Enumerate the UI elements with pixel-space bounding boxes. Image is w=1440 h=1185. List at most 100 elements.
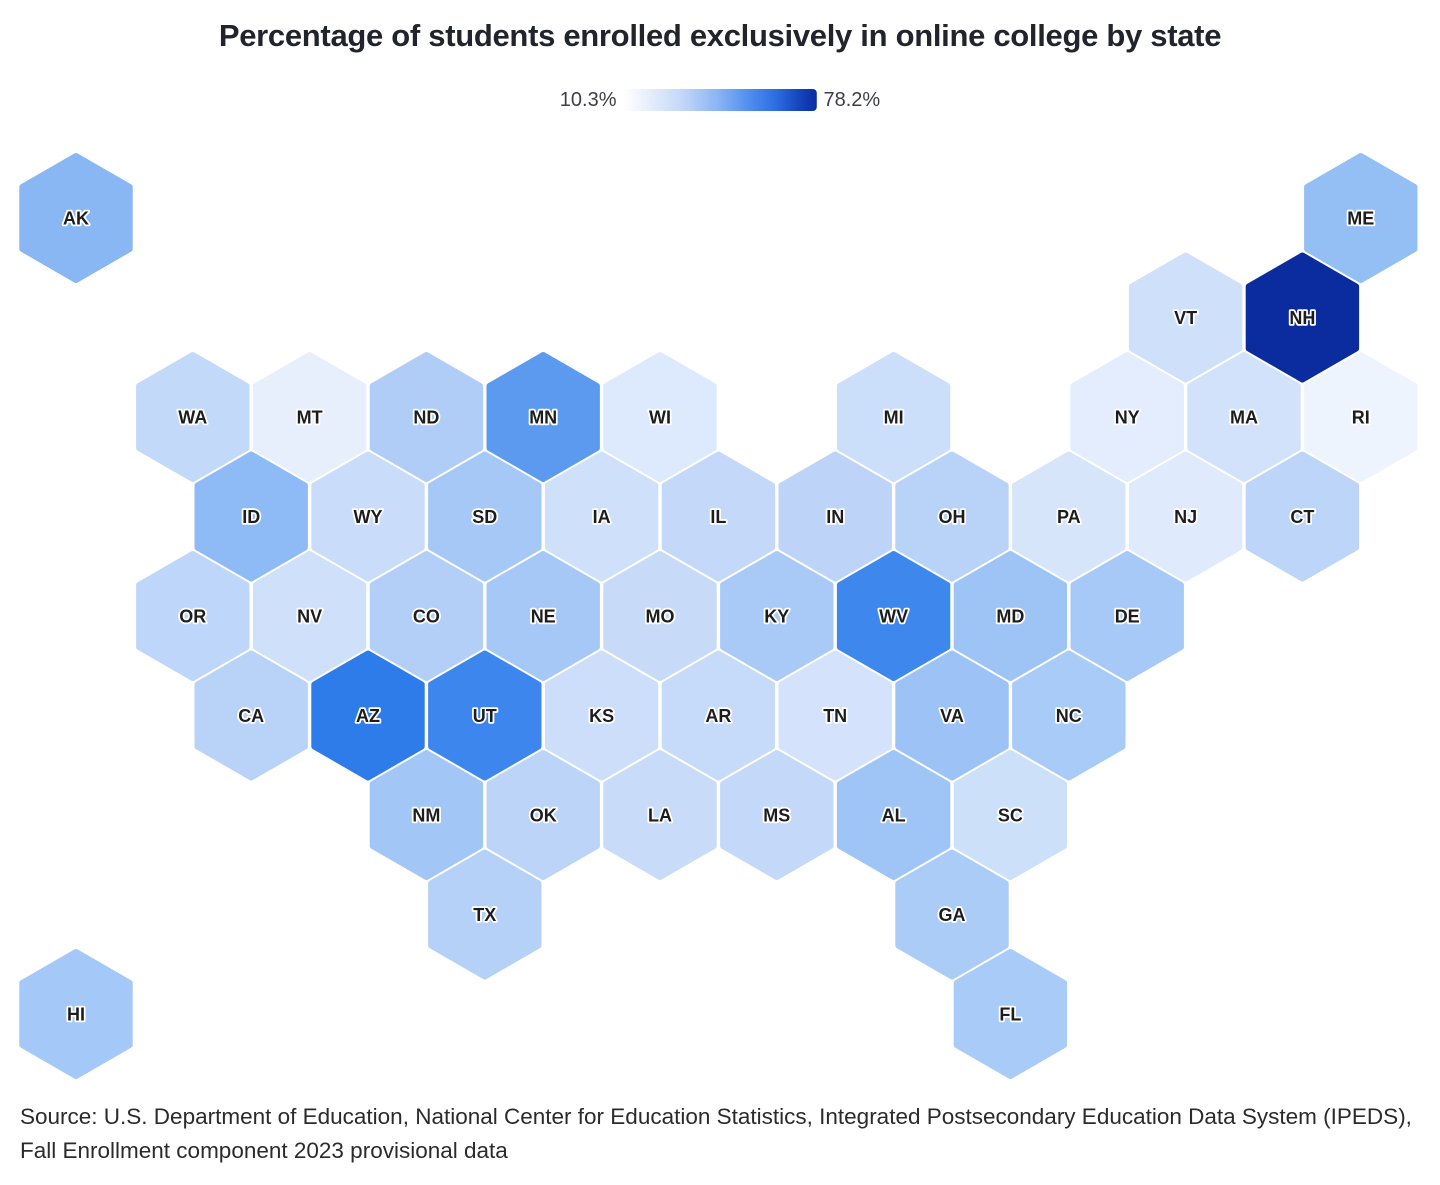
- hex-label-ND: ND: [413, 408, 439, 428]
- hex-WV: [836, 551, 951, 681]
- hex-ID: [194, 451, 308, 582]
- hex-label-AK: AK: [63, 209, 89, 229]
- hex-MA: [1187, 352, 1301, 482]
- hex-label-WA: WA: [178, 408, 207, 428]
- hex-OR: [136, 551, 250, 681]
- legend-min-label: 10.3%: [559, 89, 617, 111]
- hex-label-CO: CO: [413, 607, 440, 627]
- hex-label-FL: FL: [999, 1005, 1021, 1025]
- hex-CO: [369, 551, 484, 681]
- hex-label-SD: SD: [472, 507, 497, 527]
- hex-label-MO: MO: [646, 607, 675, 627]
- hex-label-GA: GA: [939, 905, 966, 925]
- hex-KY: [720, 551, 834, 681]
- hex-label-KY: KY: [764, 607, 789, 627]
- hex-label-OK: OK: [530, 806, 557, 826]
- hex-label-CT: CT: [1290, 507, 1314, 527]
- hex-WA: [136, 352, 250, 482]
- hex-NC: [1012, 650, 1126, 781]
- hex-label-ID: ID: [242, 507, 260, 527]
- hex-label-NY: NY: [1115, 408, 1140, 428]
- hex-label-NH: NH: [1289, 308, 1315, 328]
- hex-label-MA: MA: [1230, 408, 1258, 428]
- hex-label-MI: MI: [884, 408, 904, 428]
- hex-LA: [603, 750, 717, 880]
- hex-label-CA: CA: [238, 706, 264, 726]
- hex-AZ: [311, 650, 425, 781]
- hex-RI: [1304, 352, 1418, 482]
- hex-SD: [428, 451, 542, 582]
- hex-NY: [1070, 352, 1184, 482]
- hex-IA: [544, 451, 659, 582]
- hex-label-NM: NM: [412, 806, 440, 826]
- hex-PA: [1012, 451, 1126, 582]
- hex-VT: [1128, 252, 1243, 383]
- hex-MI: [836, 352, 951, 482]
- hex-label-MD: MD: [996, 607, 1024, 627]
- hex-label-LA: LA: [648, 806, 672, 826]
- hex-MD: [953, 551, 1068, 681]
- hex-UT: [428, 650, 542, 781]
- hex-MO: [603, 551, 717, 681]
- hex-label-TX: TX: [473, 905, 496, 925]
- hex-label-NV: NV: [297, 607, 322, 627]
- hex-MN: [486, 352, 600, 482]
- hex-MS: [720, 750, 834, 880]
- hex-FL: [953, 949, 1068, 1079]
- hex-label-SC: SC: [998, 806, 1023, 826]
- hex-HI: [19, 949, 133, 1079]
- hex-tile-map: AK ME VT NH WA MT ND MN WI MI NY MA RI ID WY SD IA IL IN OH…: [19, 153, 1418, 1079]
- hex-label-PA: PA: [1057, 507, 1081, 527]
- source-attribution: Source: U.S. Department of Education, Na…: [20, 1104, 1412, 1163]
- hex-OK: [486, 750, 600, 880]
- hex-AR: [661, 650, 776, 781]
- hex-label-MT: MT: [297, 408, 323, 428]
- hex-label-KS: KS: [589, 706, 614, 726]
- hex-label-WV: WV: [879, 607, 908, 627]
- hex-label-OH: OH: [939, 507, 966, 527]
- hex-ME: [1304, 153, 1418, 283]
- hex-label-DE: DE: [1115, 607, 1140, 627]
- hex-label-UT: UT: [473, 706, 497, 726]
- hex-TX: [428, 849, 542, 980]
- hex-label-AZ: AZ: [356, 706, 380, 726]
- hex-NM: [369, 750, 484, 880]
- hex-label-AR: AR: [705, 706, 731, 726]
- hex-NJ: [1128, 451, 1243, 582]
- hex-GA: [895, 849, 1009, 980]
- hex-ND: [369, 352, 484, 482]
- hex-label-VA: VA: [940, 706, 964, 726]
- hex-label-AL: AL: [882, 806, 906, 826]
- hex-IN: [778, 451, 892, 582]
- hex-WY: [311, 451, 425, 582]
- hex-IL: [661, 451, 776, 582]
- page-title: Percentage of students enrolled exclusiv…: [218, 18, 1222, 53]
- hex-WI: [603, 352, 717, 482]
- color-scale-legend: 10.3% 78.2%: [560, 88, 880, 112]
- hex-OH: [895, 451, 1009, 582]
- hex-label-MS: MS: [763, 806, 790, 826]
- hex-MT: [252, 352, 367, 482]
- hex-label-NE: NE: [531, 607, 556, 627]
- hex-VA: [895, 650, 1009, 781]
- hex-label-IN: IN: [826, 507, 844, 527]
- hex-TN: [778, 650, 892, 781]
- legend-gradient-bar: [623, 89, 817, 111]
- hex-AK: [19, 153, 133, 283]
- hex-label-VT: VT: [1174, 308, 1197, 328]
- hex-label-OR: OR: [179, 607, 206, 627]
- hex-label-TN: TN: [823, 706, 847, 726]
- hex-AL: [836, 750, 951, 880]
- hex-label-WI: WI: [649, 408, 671, 428]
- hex-KS: [544, 650, 659, 781]
- hex-label-MN: MN: [529, 408, 557, 428]
- hex-NV: [252, 551, 367, 681]
- hex-CA: [194, 650, 308, 781]
- hex-label-ME: ME: [1347, 209, 1374, 229]
- hex-label-WY: WY: [354, 507, 383, 527]
- hex-label-NJ: NJ: [1174, 507, 1197, 527]
- hex-label-IL: IL: [710, 507, 726, 527]
- hex-SC: [953, 750, 1068, 880]
- hex-label-RI: RI: [1352, 408, 1370, 428]
